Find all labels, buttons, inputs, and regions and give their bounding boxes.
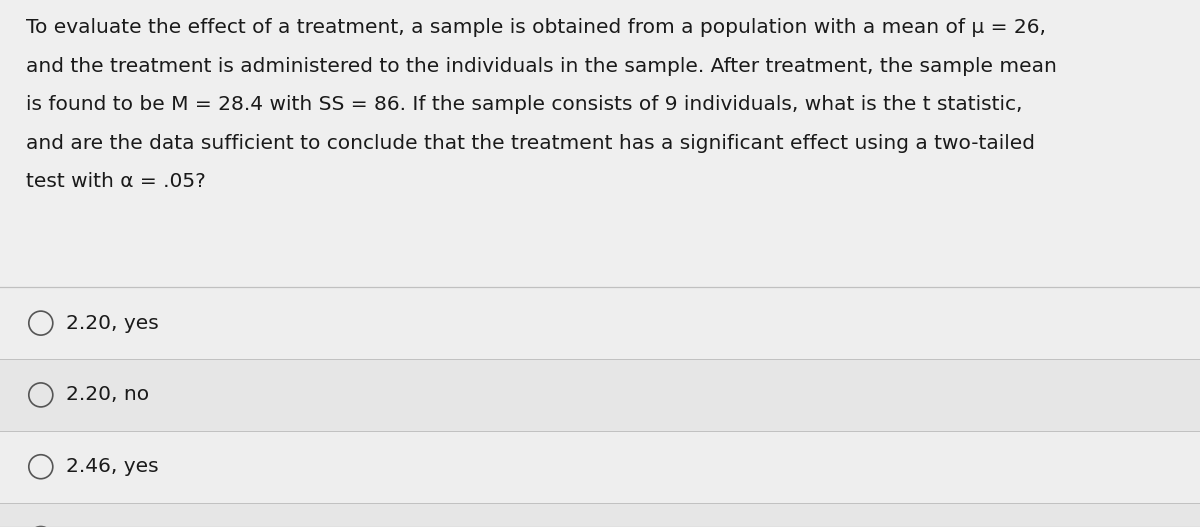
Text: and are the data sufficient to conclude that the treatment has a significant eff: and are the data sufficient to conclude … <box>26 134 1036 153</box>
Text: 2.20, no: 2.20, no <box>66 385 149 404</box>
Bar <box>0 359 1200 431</box>
Text: 2.20, yes: 2.20, yes <box>66 314 158 333</box>
Text: is found to be M = 28.4 with SS = 86. If the sample consists of 9 individuals, w: is found to be M = 28.4 with SS = 86. If… <box>26 95 1022 114</box>
Bar <box>0 0 1200 287</box>
Bar <box>0 431 1200 503</box>
Text: test with α = .05?: test with α = .05? <box>26 172 206 191</box>
Bar <box>0 287 1200 359</box>
Text: To evaluate the effect of a treatment, a sample is obtained from a population wi: To evaluate the effect of a treatment, a… <box>26 18 1046 37</box>
Bar <box>0 503 1200 527</box>
Text: and the treatment is administered to the individuals in the sample. After treatm: and the treatment is administered to the… <box>26 57 1057 76</box>
Text: 2.46, yes: 2.46, yes <box>66 457 158 476</box>
